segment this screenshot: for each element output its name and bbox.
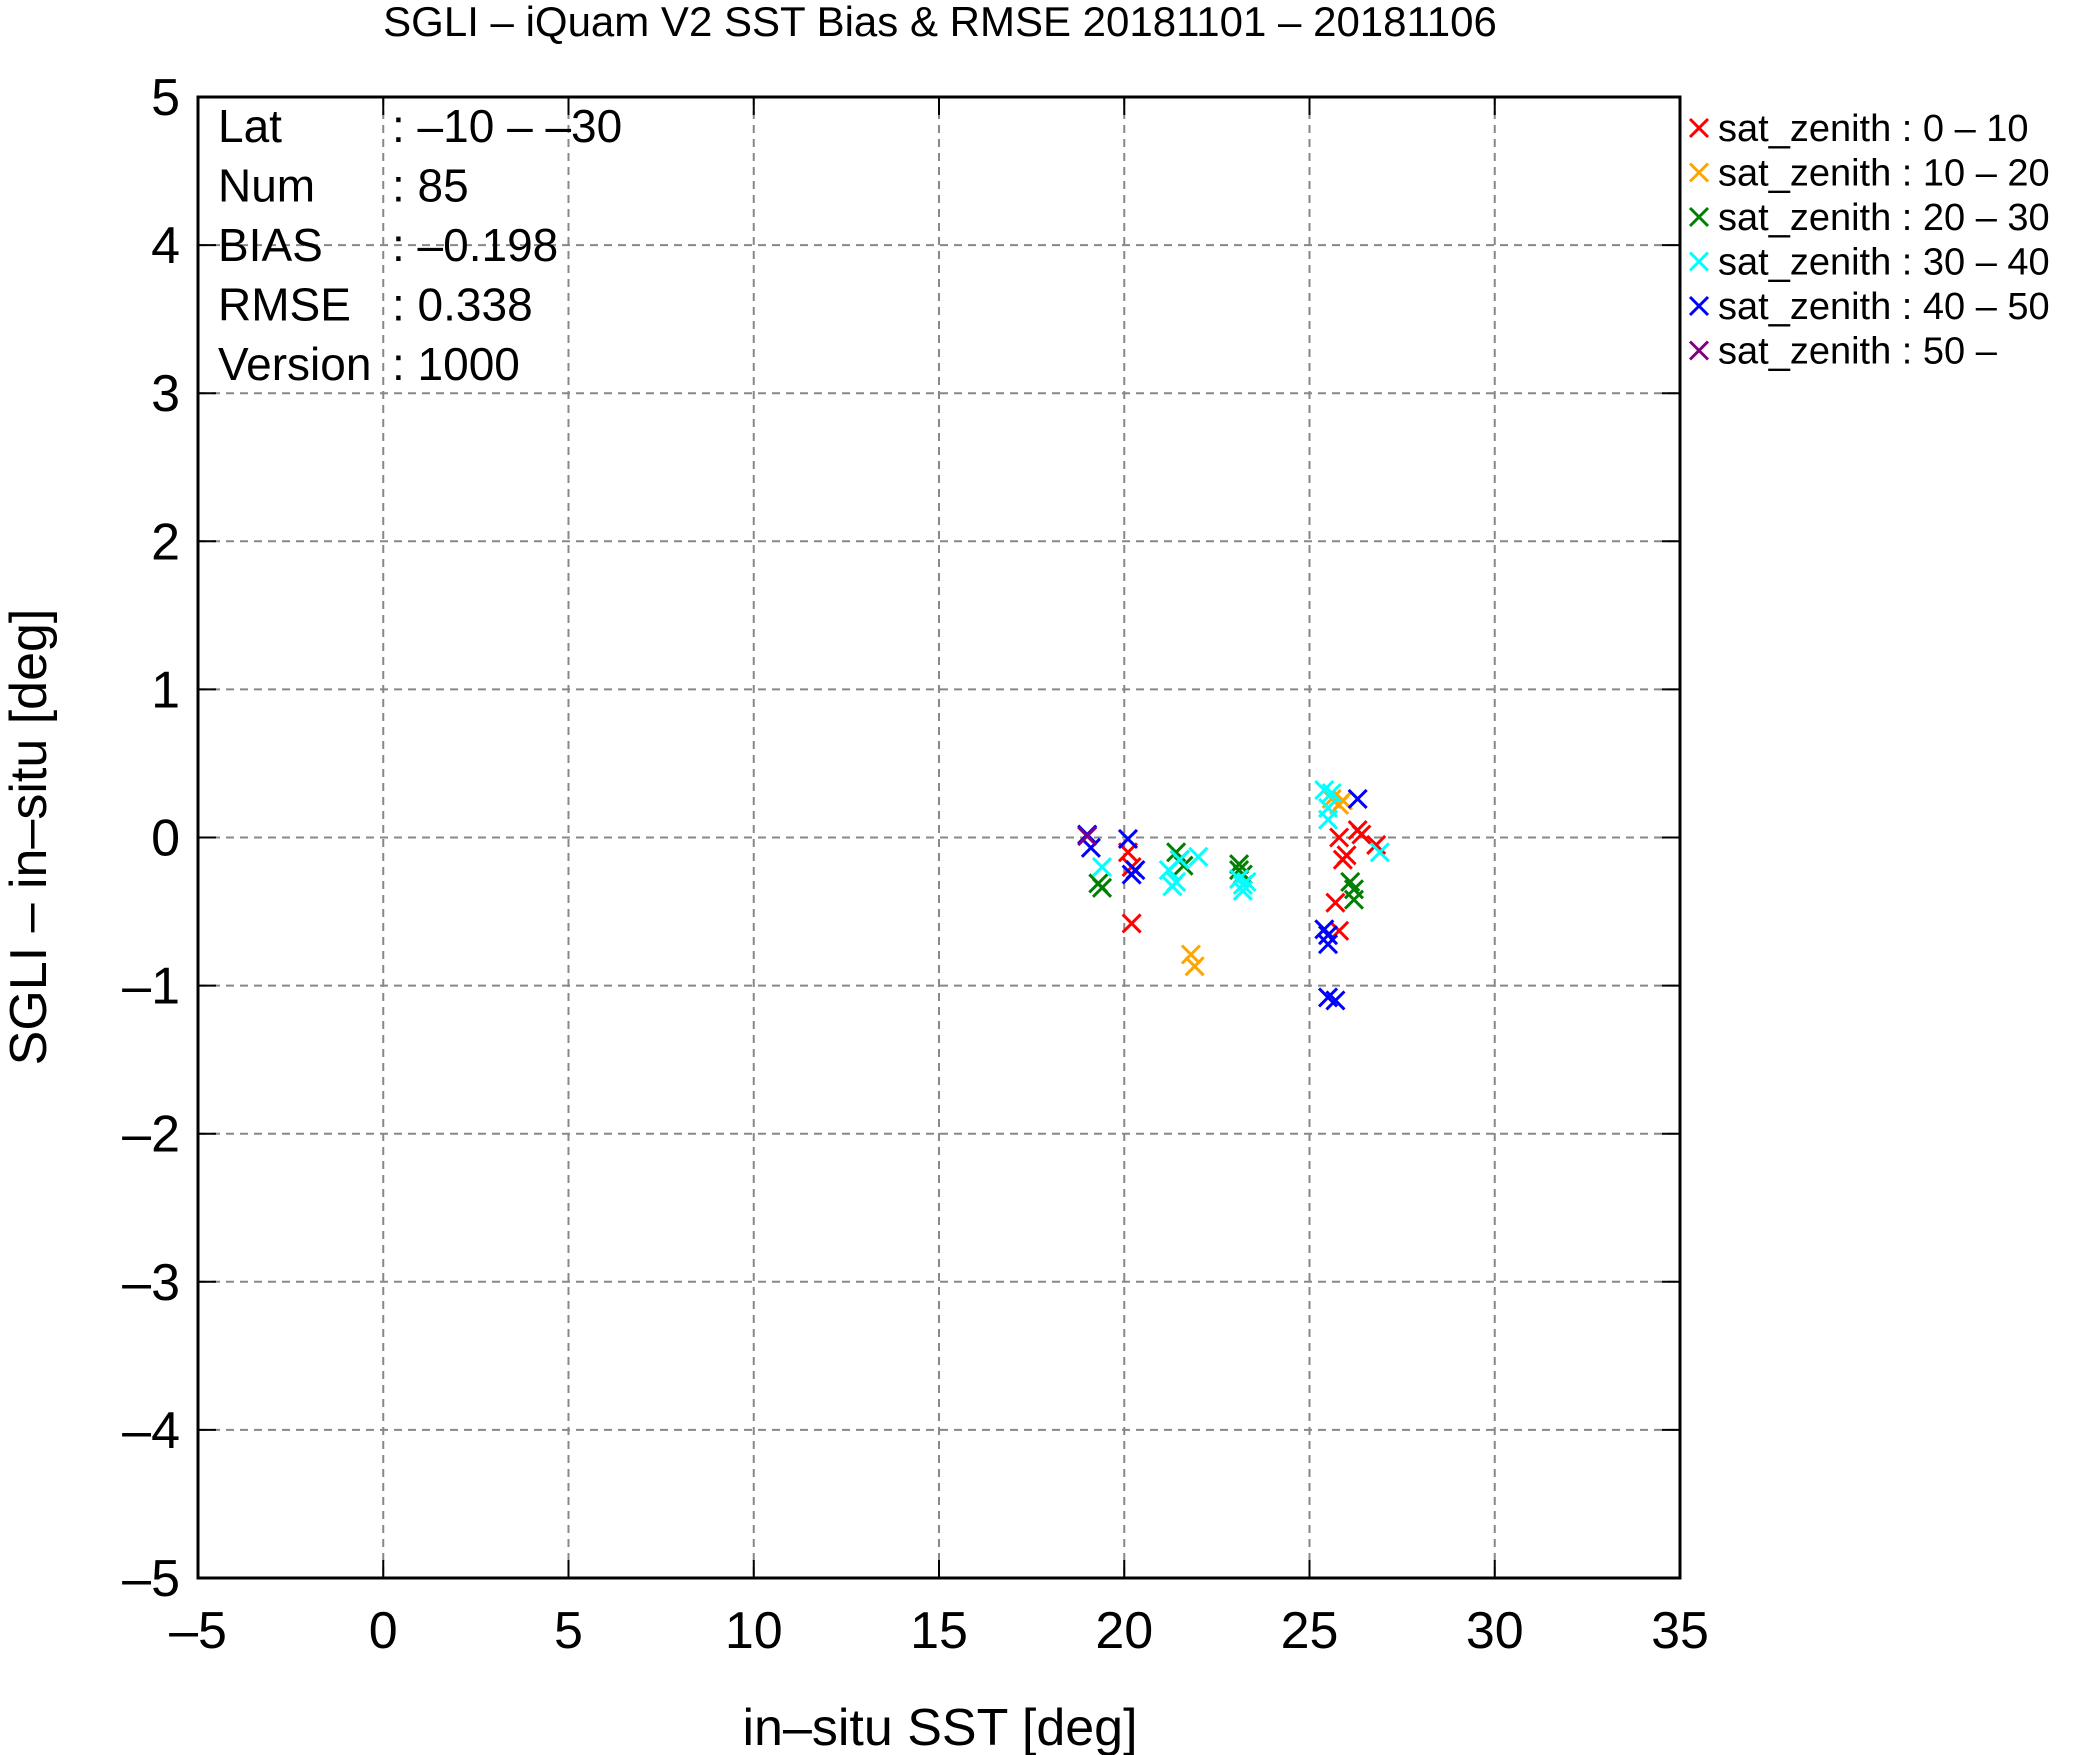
y-tick-label: –3: [122, 1254, 180, 1312]
data-point: [1351, 824, 1372, 845]
stats-value: : –0.198: [392, 219, 558, 271]
y-tick-label: –5: [122, 1550, 180, 1608]
data-point: [1117, 828, 1139, 850]
y-tick-label: 0: [151, 810, 180, 868]
stats-value: : 1000: [392, 338, 520, 390]
x-tick-label: 0: [369, 1602, 398, 1660]
data-point: [1317, 797, 1339, 818]
data-point: [1336, 845, 1357, 866]
y-tick-label: –1: [122, 958, 180, 1016]
data-points: [1077, 780, 1390, 1011]
data-point: [1173, 855, 1194, 876]
legend-label: sat_zenith : 50 –: [1718, 331, 1998, 373]
legend-marker: [1688, 206, 1710, 228]
stats-label: RMSE: [218, 279, 351, 331]
x-tick-label: 30: [1466, 1602, 1524, 1660]
data-point: [1077, 825, 1098, 847]
stats-label: Version: [218, 338, 371, 390]
stats-value: : –10 – –30: [392, 100, 622, 152]
legend-marker: [1688, 340, 1710, 361]
stats-label: Lat: [218, 100, 282, 152]
stats-value: : 0.338: [392, 279, 533, 331]
y-tick-label: 3: [151, 365, 180, 423]
legend-marker: [1688, 117, 1710, 139]
x-tick-label: 5: [554, 1602, 583, 1660]
data-point: [1188, 846, 1209, 867]
x-tick-label: 15: [910, 1602, 968, 1660]
plot-frame: [196, 95, 1682, 1580]
data-point: [1169, 849, 1190, 870]
legend-marker: [1688, 251, 1710, 272]
data-point: [1180, 944, 1202, 965]
data-point: [1184, 956, 1205, 977]
data-point: [1325, 892, 1346, 913]
data-point: [1325, 990, 1346, 1011]
data-point: [1317, 925, 1339, 946]
data-point: [1121, 913, 1142, 934]
x-tick-labels: –5 0 5 10 15 20 25 30 35: [169, 1602, 1709, 1660]
legend-label: sat_zenith : 0 – 10: [1718, 108, 2029, 150]
x-tick-label: 35: [1651, 1602, 1709, 1660]
data-point: [1369, 842, 1390, 863]
y-tick-label: 5: [151, 69, 180, 127]
data-point: [1080, 837, 1101, 858]
legend-label: sat_zenith : 40 – 50: [1718, 286, 2050, 328]
data-point: [1343, 879, 1365, 900]
stats-label: BIAS: [218, 219, 323, 271]
y-axis-label: SGLI – in–situ [deg]: [0, 609, 58, 1066]
x-axis-label: in–situ SST [deg]: [742, 1699, 1137, 1755]
legend-label: sat_zenith : 30 – 40: [1718, 242, 2050, 284]
y-tick-label: 1: [151, 661, 180, 719]
y-tick-label: 2: [151, 513, 180, 571]
data-point: [1321, 783, 1342, 804]
legend-label: sat_zenith : 20 – 30: [1718, 197, 2050, 239]
legend-marker: [1688, 162, 1710, 183]
stats-label: Num: [218, 160, 315, 212]
data-point: [1343, 889, 1365, 910]
data-point: [1166, 871, 1187, 892]
stats-box: Lat : –10 – –30 Num : 85 BIAS : –0.198 RMSE : 0…: [218, 100, 622, 390]
x-tick-label: 20: [1095, 1602, 1153, 1660]
data-point: [1329, 827, 1350, 848]
y-tick-label: –2: [122, 1106, 180, 1164]
legend-label: sat_zenith : 10 – 20: [1718, 153, 2050, 195]
data-point: [1347, 788, 1368, 810]
y-tick-label: 4: [151, 217, 180, 275]
grid-lines: [198, 97, 1680, 1578]
data-point: [1091, 877, 1113, 898]
data-point: [1091, 857, 1113, 878]
y-tick-label: –4: [122, 1402, 180, 1460]
y-tick-labels: 5 4 3 2 1 0 –1 –2 –3 –4 –5: [122, 69, 180, 1608]
chart-title: SGLI – iQuam V2 SST Bias & RMSE 20181101…: [383, 0, 1497, 45]
data-point: [1314, 919, 1335, 940]
x-tick-label: 25: [1281, 1602, 1339, 1660]
x-tick-label: –5: [169, 1602, 227, 1660]
x-tick-label: 10: [725, 1602, 783, 1660]
data-point: [1125, 860, 1146, 881]
data-point: [1317, 934, 1339, 955]
stats-value: : 85: [392, 160, 469, 212]
legend-marker: [1688, 295, 1710, 317]
data-point: [1236, 871, 1257, 892]
